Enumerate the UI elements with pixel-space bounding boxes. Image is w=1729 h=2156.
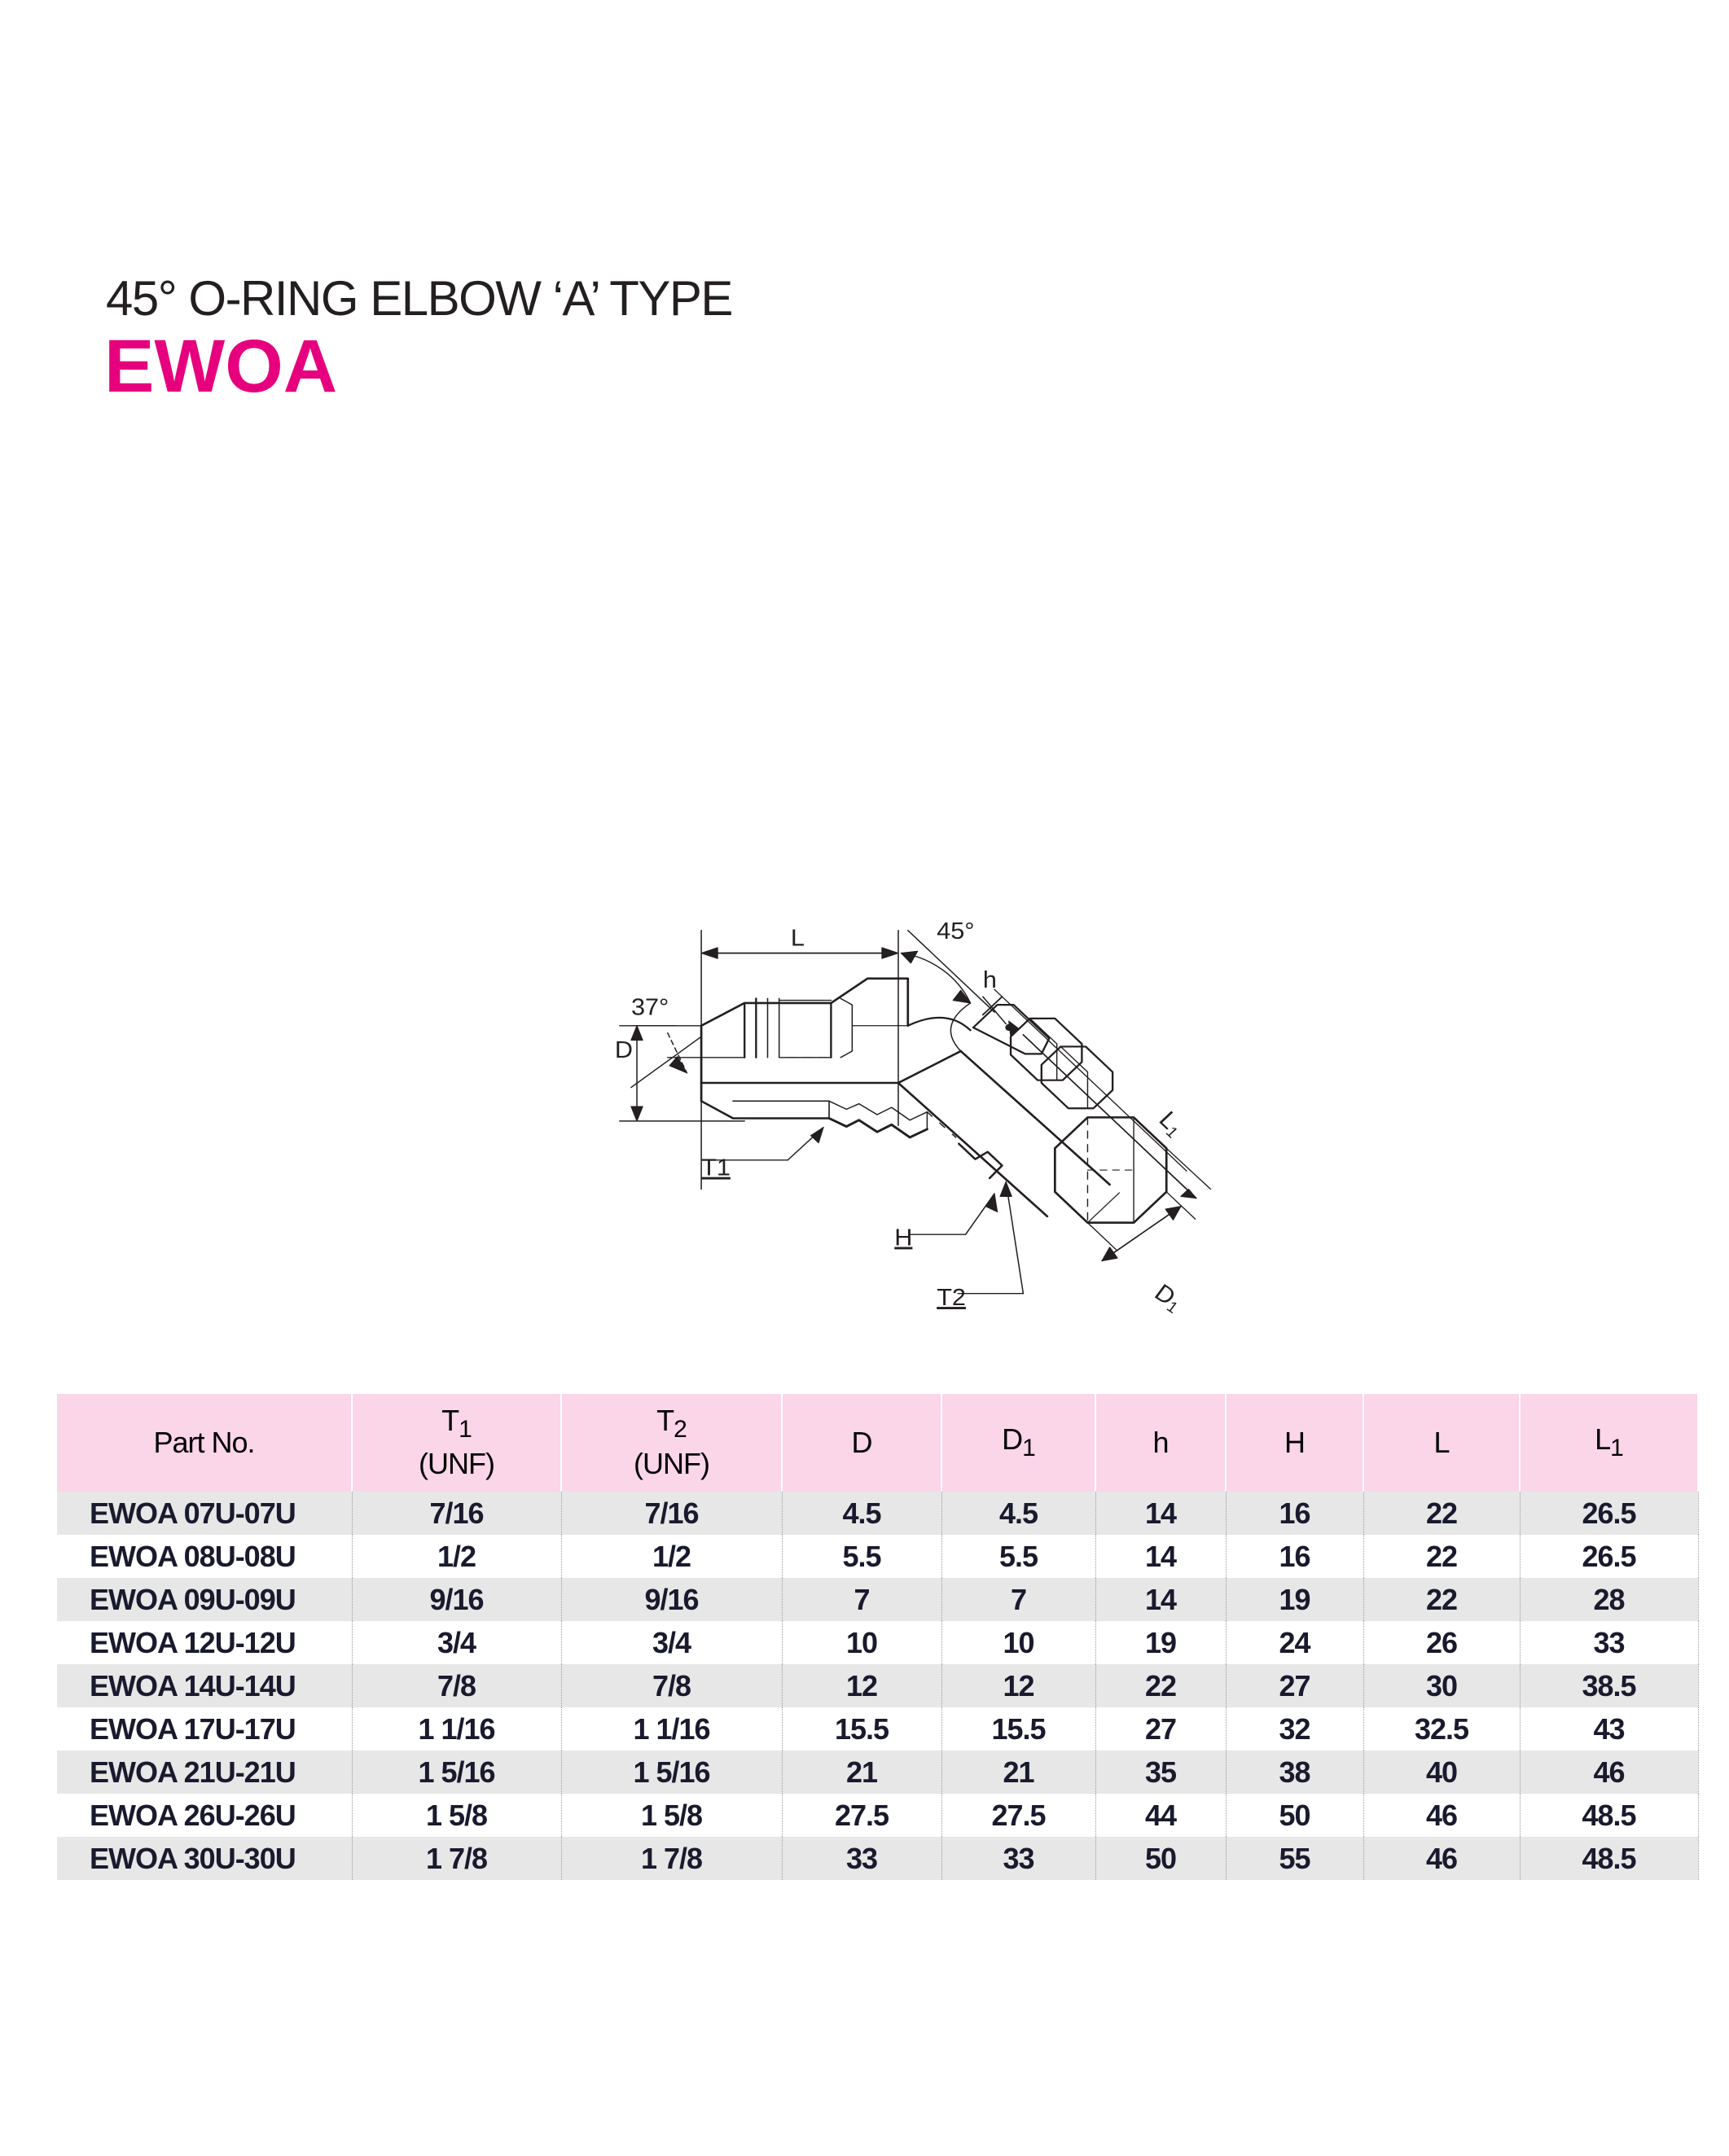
svg-text:D1: D1	[1148, 1279, 1187, 1317]
svg-text:L: L	[791, 925, 805, 951]
svg-text:T1: T1	[701, 1155, 731, 1181]
svg-text:L1: L1	[1152, 1106, 1190, 1142]
svg-text:T2: T2	[937, 1285, 966, 1311]
svg-text:H: H	[894, 1225, 912, 1251]
svg-text:D: D	[615, 1037, 633, 1063]
svg-text:37°: 37°	[631, 994, 669, 1020]
svg-text:45°: 45°	[937, 918, 974, 944]
